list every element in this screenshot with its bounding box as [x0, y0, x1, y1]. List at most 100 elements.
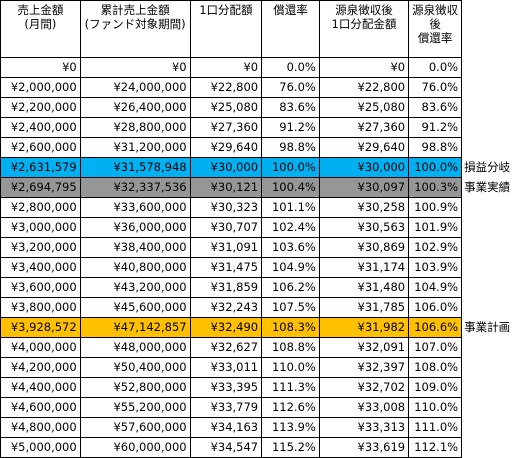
spacer [461, 237, 517, 258]
spacer [461, 117, 517, 138]
row-note: 事業計画 [461, 317, 517, 338]
cell: ¥32,091 [318, 337, 410, 358]
cell: ¥45,600,000 [79, 297, 191, 318]
cell: 91.2% [408, 117, 463, 138]
cell: ¥4,800,000 [0, 417, 81, 438]
header-line: (月間) [24, 17, 57, 31]
cell: 109.0% [408, 377, 463, 398]
header-cell: 源泉徴収後 1口分配金額 [318, 0, 410, 58]
cell: ¥31,091 [189, 237, 263, 258]
spacer [461, 257, 517, 278]
cell: ¥29,640 [189, 137, 263, 158]
cell: 113.9% [261, 417, 320, 438]
data-row: ¥3,800,000 ¥45,600,000 ¥32,243 107.5% ¥31,78… [0, 297, 517, 318]
spacer [461, 357, 517, 378]
cell: ¥60,000,000 [79, 437, 191, 458]
cell: ¥2,631,579 [0, 157, 81, 178]
header-row: 売上金額 (月間) 累計売上金額 (ファンド対象期間) 1口分配額 償還率 源泉徴収後 1口分… [0, 0, 517, 58]
cell: ¥32,490 [189, 317, 263, 338]
cell: ¥2,600,000 [0, 137, 81, 158]
header-line: 1口分配金額 [331, 17, 397, 31]
cell: 91.2% [261, 117, 320, 138]
cell: 107.5% [261, 297, 320, 318]
cell: ¥33,395 [189, 377, 263, 398]
cell: 83.6% [408, 97, 463, 118]
cell: ¥24,000,000 [79, 77, 191, 98]
header-line: 償還率 [273, 3, 308, 17]
cell: ¥2,200,000 [0, 97, 81, 118]
cell: 106.2% [261, 277, 320, 298]
header-line: 後 [429, 17, 441, 31]
cell: 83.6% [261, 97, 320, 118]
data-row: ¥3,000,000 ¥36,000,000 ¥30,707 102.4% ¥30,56… [0, 217, 517, 238]
cell: ¥33,619 [318, 437, 410, 458]
cell: 98.8% [261, 137, 320, 158]
cell: ¥33,011 [189, 357, 263, 378]
cell: 112.1% [408, 437, 463, 458]
header-cell: 売上金額 (月間) [0, 0, 81, 58]
cell: ¥30,097 [318, 177, 410, 198]
cell: ¥32,337,536 [79, 177, 191, 198]
data-row: ¥2,800,000 ¥33,600,000 ¥30,323 101.1% ¥30,25… [0, 197, 517, 218]
cell: ¥2,800,000 [0, 197, 81, 218]
cell: ¥31,578,948 [79, 157, 191, 178]
header-line: 累計売上金額 [100, 3, 170, 17]
cell: ¥4,400,000 [0, 377, 81, 398]
spacer [461, 437, 517, 458]
cell: ¥33,008 [318, 397, 410, 418]
spacer [461, 77, 517, 98]
spacer [461, 377, 517, 398]
cell: ¥31,480 [318, 277, 410, 298]
cell: 100.0% [408, 157, 463, 178]
cell: 98.8% [408, 137, 463, 158]
cell: ¥0 [0, 57, 81, 78]
cell: 108.8% [261, 337, 320, 358]
cell: ¥38,400,000 [79, 237, 191, 258]
cell: 76.0% [408, 77, 463, 98]
cell: 110.0% [261, 357, 320, 378]
cell: ¥5,000,000 [0, 437, 81, 458]
cell: ¥31,200,000 [79, 137, 191, 158]
data-row: ¥2,600,000 ¥31,200,000 ¥29,640 98.8% ¥29,640… [0, 137, 517, 158]
cell: 106.6% [408, 317, 463, 338]
cell: ¥33,779 [189, 397, 263, 418]
header-line: 売上金額 [17, 3, 64, 17]
cell: ¥31,859 [189, 277, 263, 298]
data-row: ¥3,600,000 ¥43,200,000 ¥31,859 106.2% ¥31,48… [0, 277, 517, 298]
cell: ¥4,600,000 [0, 397, 81, 418]
data-row: ¥2,200,000 ¥26,400,000 ¥25,080 83.6% ¥25,080… [0, 97, 517, 118]
cell: 106.0% [408, 297, 463, 318]
cell: ¥33,313 [318, 417, 410, 438]
cell: 112.6% [261, 397, 320, 418]
header-line: 償還率 [417, 31, 453, 45]
data-row: ¥2,000,000 ¥24,000,000 ¥22,800 76.0% ¥22,800… [0, 77, 517, 98]
data-row: ¥3,200,000 ¥38,400,000 ¥31,091 103.6% ¥30,86… [0, 237, 517, 258]
cell: 100.0% [261, 157, 320, 178]
spacer [461, 97, 517, 118]
cell: 100.9% [408, 197, 463, 218]
cell: ¥30,121 [189, 177, 263, 198]
cell: ¥34,163 [189, 417, 263, 438]
cell: 103.6% [261, 237, 320, 258]
cell: 100.3% [408, 177, 463, 198]
cell: ¥27,360 [318, 117, 410, 138]
cell: 0.0% [408, 57, 463, 78]
cell: 100.4% [261, 177, 320, 198]
cell: 115.2% [261, 437, 320, 458]
cell: 104.9% [408, 277, 463, 298]
cell: ¥40,800,000 [79, 257, 191, 278]
cell: ¥29,640 [318, 137, 410, 158]
cell: ¥32,397 [318, 357, 410, 378]
data-row: ¥3,928,572 ¥47,142,857 ¥32,490 108.3% ¥31,98… [0, 317, 517, 338]
cell: ¥31,982 [318, 317, 410, 338]
data-row: ¥4,000,000 ¥48,000,000 ¥32,627 108.8% ¥32,09… [0, 337, 517, 358]
spacer [461, 57, 517, 78]
cell: 108.3% [261, 317, 320, 338]
spacer [461, 277, 517, 298]
data-row: ¥2,631,579 ¥31,578,948 ¥30,000 100.0% ¥30,00… [0, 157, 517, 178]
cell: ¥3,000,000 [0, 217, 81, 238]
cell: ¥52,800,000 [79, 377, 191, 398]
cell: 103.9% [408, 257, 463, 278]
data-row: ¥3,400,000 ¥40,800,000 ¥31,475 104.9% ¥31,17… [0, 257, 517, 278]
